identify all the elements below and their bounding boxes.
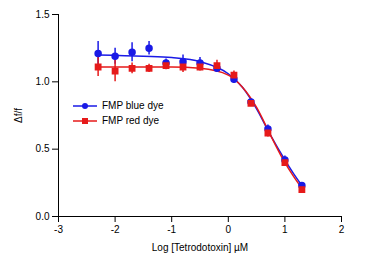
svg-text:2: 2: [339, 224, 345, 235]
svg-text:0.0: 0.0: [36, 211, 50, 222]
svg-text:-3: -3: [54, 224, 63, 235]
svg-text:1: 1: [282, 224, 288, 235]
html-text:FMP red dye: FMP red dye: [102, 115, 160, 126]
svg-text:-2: -2: [111, 224, 120, 235]
svg-text:Log [Tetrodotoxin] µM: Log [Tetrodotoxin] µM: [152, 242, 248, 253]
svg-text:1.5: 1.5: [36, 9, 50, 20]
svg-text:0.5: 0.5: [36, 143, 50, 154]
svg-text:0: 0: [226, 224, 232, 235]
svg-text:-1: -1: [167, 224, 176, 235]
html-text:FMP blue dye: FMP blue dye: [102, 100, 164, 111]
svg-text:1.0: 1.0: [36, 76, 50, 87]
svg-text:Δf/f: Δf/f: [13, 108, 24, 123]
